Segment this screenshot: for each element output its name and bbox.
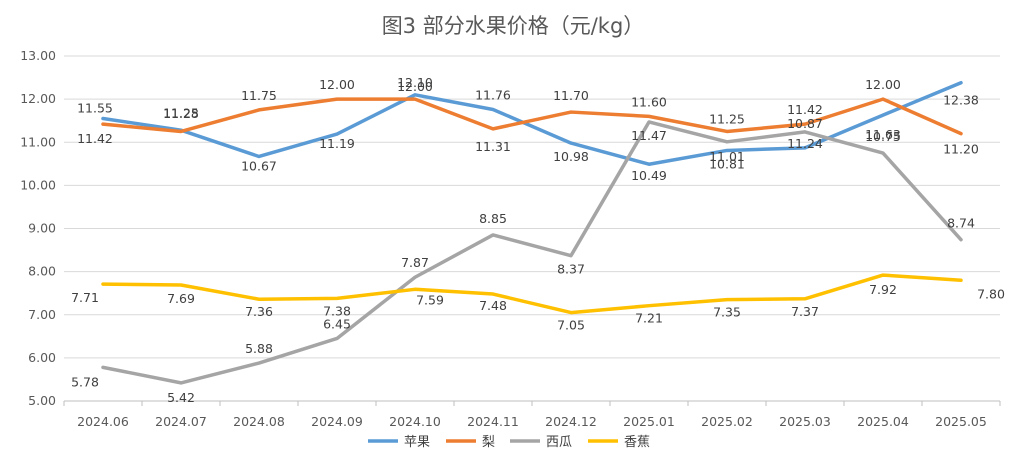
data-label-watermelon: 5.88 [245, 341, 273, 356]
data-label-banana: 7.80 [977, 286, 1005, 301]
data-label-watermelon: 11.01 [709, 149, 745, 164]
x-tick-label: 2024.11 [467, 414, 519, 429]
series-line-apple [101, 80, 963, 166]
data-label-banana: 7.48 [479, 298, 507, 313]
data-label-pear: 11.75 [241, 88, 277, 103]
data-label-banana: 7.71 [71, 290, 99, 305]
data-label-apple: 12.38 [943, 93, 979, 108]
x-tick-label: 2025.04 [857, 414, 909, 429]
data-label-pear: 11.25 [709, 111, 745, 126]
data-label-pear: 12.00 [319, 77, 355, 92]
y-tick-label: 13.00 [20, 48, 56, 63]
y-tick-label: 10.00 [20, 177, 56, 192]
x-tick-label: 2025.02 [701, 414, 753, 429]
data-label-apple: 10.81 [709, 156, 745, 171]
data-label-banana: 7.35 [713, 305, 741, 320]
x-axis: 2024.06 2024.07 2024.08 2024.09 2024.10 2024.… [63, 400, 1001, 429]
data-label-pear: 11.25 [163, 105, 199, 120]
data-label-watermelon: 7.87 [401, 255, 429, 270]
data-label-apple: 12.10 [397, 75, 433, 90]
legend: 苹果 梨 西瓜 香蕉 [368, 435, 650, 450]
x-tick-label: 2024.08 [233, 414, 285, 429]
data-label-apple: 10.87 [787, 116, 823, 131]
data-label-apple: 11.76 [475, 87, 511, 102]
y-axis-ticks: 5.00 6.00 7.00 8.00 9.00 10.00 11.00 12.00 13.00 [20, 48, 56, 408]
x-tick-label: 2025.03 [779, 414, 831, 429]
data-label-watermelon: 5.78 [71, 374, 99, 389]
legend-label-banana: 香蕉 [624, 435, 650, 450]
y-tick-label: 8.00 [28, 264, 56, 279]
x-tick-label: 2024.10 [389, 414, 441, 429]
data-label-pear: 11.42 [77, 131, 113, 146]
data-label-apple: 10.98 [553, 149, 589, 164]
data-label-banana: 7.37 [791, 304, 819, 319]
data-label-banana: 7.21 [635, 311, 663, 326]
data-label-watermelon: 10.75 [865, 129, 901, 144]
data-label-watermelon: 6.45 [323, 316, 351, 331]
series-line-watermelon [101, 120, 963, 385]
data-label-apple: 11.28 [163, 106, 199, 121]
data-label-watermelon: 11.47 [631, 128, 667, 143]
data-label-watermelon: 8.37 [557, 262, 585, 277]
data-label-pear: 11.20 [943, 142, 979, 157]
x-tick-label: 2025.01 [623, 414, 675, 429]
data-label-pear: 11.42 [787, 102, 823, 117]
data-label-banana: 7.38 [323, 303, 351, 318]
legend-label-watermelon: 西瓜 [546, 435, 572, 450]
data-label-apple: 11.55 [77, 101, 113, 116]
data-label-watermelon: 5.42 [167, 390, 195, 405]
data-label-banana: 7.69 [167, 291, 195, 306]
y-tick-label: 12.00 [20, 91, 56, 106]
x-tick-label: 2024.06 [77, 414, 129, 429]
chart-title: 图3 部分水果价格（元/kg） [382, 14, 645, 38]
data-label-pear: 11.31 [475, 139, 511, 154]
data-label-banana: 7.05 [557, 318, 585, 333]
y-tick-label: 5.00 [28, 393, 56, 408]
data-labels: 11.55 11.28 10.67 11.19 12.10 11.76 10.98 10.49… [71, 75, 1005, 405]
legend-label-pear: 梨 [482, 435, 495, 450]
data-label-apple: 11.19 [319, 136, 355, 151]
x-tick-label: 2024.09 [311, 414, 363, 429]
series-line-banana [101, 273, 963, 315]
data-label-watermelon: 11.24 [787, 136, 823, 151]
x-tick-label: 2024.12 [545, 414, 597, 429]
data-label-watermelon: 8.85 [479, 211, 507, 226]
data-label-banana: 7.92 [869, 282, 897, 297]
data-label-watermelon: 8.74 [947, 216, 975, 231]
data-label-banana: 7.36 [245, 304, 273, 319]
legend-label-apple: 苹果 [404, 435, 430, 450]
series-line-pear [101, 97, 963, 136]
x-tick-label: 2024.07 [155, 414, 207, 429]
x-tick-label: 2025.05 [935, 414, 987, 429]
data-label-apple: 10.49 [631, 168, 667, 183]
data-label-pear: 12.00 [397, 79, 433, 94]
data-label-apple: 10.67 [241, 158, 277, 173]
data-label-pear: 11.60 [631, 94, 667, 109]
y-tick-label: 7.00 [28, 307, 56, 322]
data-label-pear: 11.70 [553, 88, 589, 103]
data-label-banana: 7.59 [416, 292, 444, 307]
y-tick-label: 11.00 [20, 134, 56, 149]
y-tick-label: 6.00 [28, 350, 56, 365]
data-label-apple: 11.63 [865, 127, 901, 142]
y-tick-label: 9.00 [28, 221, 56, 236]
data-label-pear: 12.00 [865, 77, 901, 92]
series-lines [101, 80, 963, 385]
